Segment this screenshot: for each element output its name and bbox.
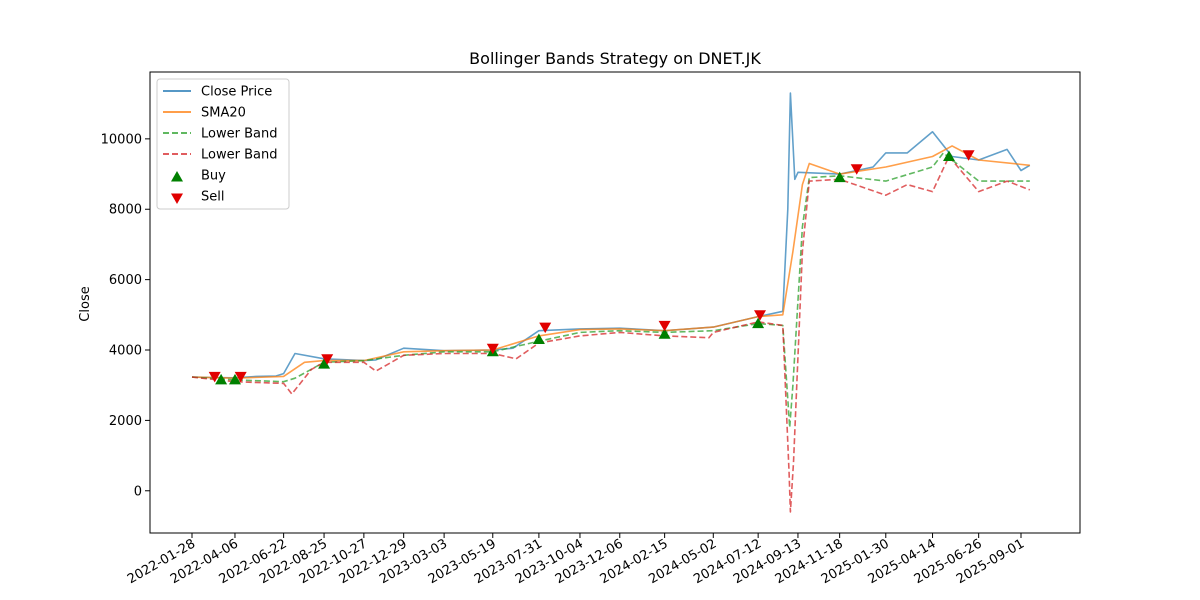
legend-label: Lower Band [201, 148, 277, 163]
series-line-1 [191, 145, 1030, 380]
sell-marker [321, 354, 334, 365]
sell-marker [234, 371, 247, 383]
y-axis-label: Close [78, 286, 93, 321]
buy-marker [752, 317, 765, 329]
chart-title: Bollinger Bands Strategy on DNET.JK [469, 49, 761, 68]
series-layer [191, 92, 1031, 513]
legend-swatch [171, 171, 183, 182]
sell-marker [208, 371, 221, 383]
y-tick-label: 10000 [101, 132, 142, 147]
y-tick-label: 6000 [109, 273, 142, 288]
y-tick-label: 4000 [109, 344, 142, 359]
legend-swatch [171, 193, 183, 204]
sell-marker [486, 343, 499, 355]
series-line-0 [191, 92, 1031, 379]
buy-marker [658, 328, 671, 339]
y-axis: 0 2000 4000 6000 8000 10000 [101, 132, 150, 499]
sell-marker [539, 322, 552, 334]
legend-label: Close Price [201, 85, 272, 100]
buy-marker [318, 358, 331, 369]
legend-label: Lower Band [201, 127, 277, 142]
y-tick-label: 0 [134, 484, 142, 499]
sell-marker [962, 150, 975, 161]
series-line-3 [191, 155, 1031, 513]
marker-layer [208, 150, 975, 385]
sell-marker [754, 310, 766, 321]
legend: Close Price SMA20 Lower Band Lower Band Buy S… [156, 78, 290, 210]
y-tick-label: 2000 [109, 414, 142, 429]
y-tick-label: 8000 [109, 203, 142, 218]
plot-frame [149, 71, 1081, 534]
legend-label: Buy [201, 169, 226, 184]
buy-marker [943, 150, 955, 161]
legend-label: Sell [201, 190, 224, 205]
series-line-2 [191, 152, 1030, 429]
legend-label: SMA20 [201, 106, 246, 121]
buy-marker [229, 373, 241, 385]
sell-marker [658, 320, 671, 332]
buy-marker [215, 373, 228, 385]
buy-marker [833, 171, 846, 183]
buy-marker [532, 333, 545, 344]
sell-marker [850, 164, 863, 175]
x-axis: 2022-01-282022-04-062022-06-222022-08-25… [125, 533, 1027, 587]
